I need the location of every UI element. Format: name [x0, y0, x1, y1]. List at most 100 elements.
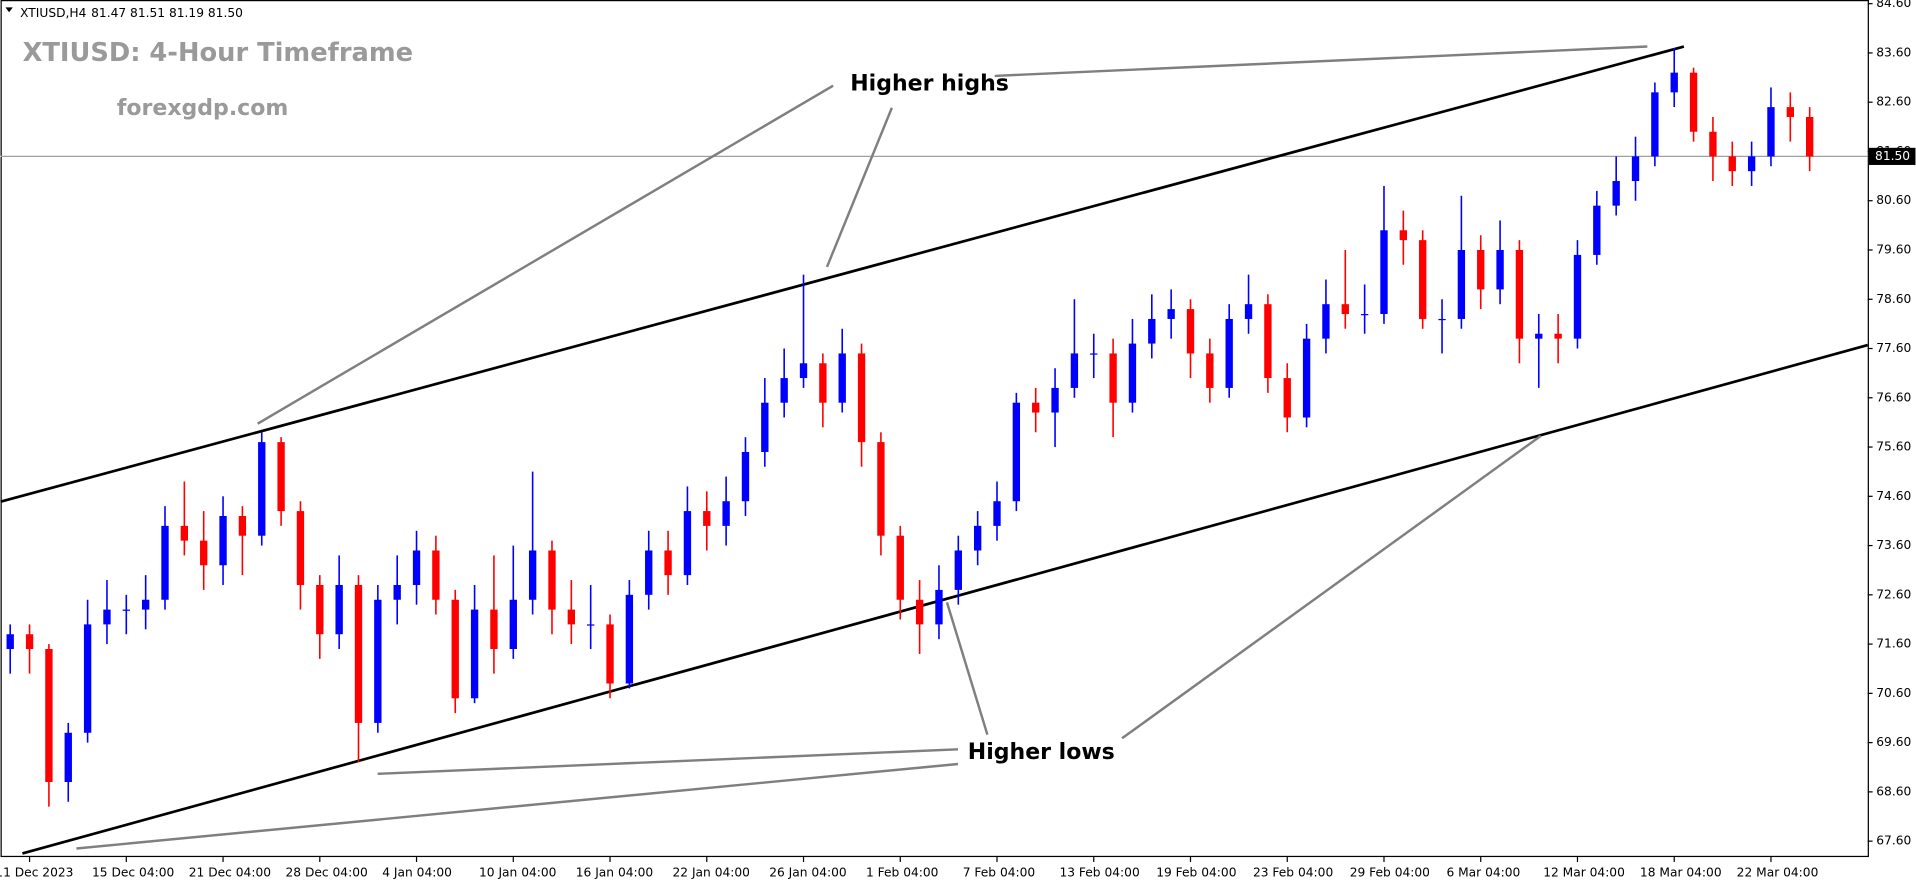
trendline — [0, 45, 1685, 504]
symbol: XTIUSD,H4 — [20, 6, 86, 20]
candle-body — [1457, 249, 1466, 319]
candle-body — [1186, 309, 1195, 354]
candle-body — [722, 501, 730, 526]
y-tick-label: 68.60 — [1876, 784, 1911, 798]
candle-body — [103, 609, 111, 625]
candle-body — [1554, 333, 1562, 339]
candle-body — [1419, 240, 1427, 319]
chart-subtitle: forexgdp.com — [117, 96, 288, 121]
x-tick-label: 6 Mar 04:00 — [1446, 865, 1520, 879]
x-tick-label: 29 Feb 04:00 — [1350, 865, 1430, 879]
candle-body — [1593, 205, 1601, 255]
candle-body — [25, 634, 34, 650]
trendline — [22, 343, 1869, 855]
candle-body — [1322, 304, 1330, 339]
y-tick-label: 75.60 — [1876, 440, 1911, 454]
y-tick-label: 76.60 — [1876, 390, 1911, 404]
candle-body — [567, 609, 576, 625]
quote: 81.47 81.51 81.19 81.50 — [91, 6, 243, 20]
candle-body — [412, 550, 421, 585]
annotation-pointers — [76, 45, 1648, 850]
candle-body — [528, 550, 537, 600]
candle-body — [780, 378, 788, 403]
candle-body — [606, 624, 614, 684]
candle-body — [1728, 156, 1736, 172]
y-tick-label: 77.60 — [1876, 341, 1911, 355]
candle-body — [664, 550, 672, 576]
candle-body — [1070, 353, 1079, 388]
y-tick-label: 71.60 — [1876, 637, 1911, 651]
candle-body — [1670, 72, 1678, 93]
annotation: Higher highs — [850, 72, 1009, 97]
x-tick-label: 22 Jan 04:00 — [672, 865, 749, 879]
menu-arrow — [5, 7, 13, 13]
y-tick-label: 69.60 — [1876, 735, 1911, 749]
candle-body — [374, 599, 382, 723]
candle-body — [1689, 72, 1698, 132]
candle-body — [258, 442, 266, 536]
pointer — [945, 602, 989, 735]
x-tick-label: 7 Feb 04:00 — [963, 865, 1035, 879]
candle-body — [451, 599, 459, 699]
x-tick-label: 19 Feb 04:00 — [1156, 865, 1236, 879]
candle-body — [1244, 304, 1253, 319]
x-tick-label: 10 Jan 04:00 — [479, 865, 556, 879]
candle-body — [1515, 249, 1524, 339]
x-tick-label: 16 Jan 04:00 — [576, 865, 653, 879]
candle-body — [219, 516, 227, 566]
candle-body — [141, 599, 150, 610]
candle-body — [1032, 402, 1040, 413]
candle-body — [1709, 131, 1717, 157]
y-tick-label: 73.60 — [1876, 538, 1911, 552]
y-tick-label: 80.60 — [1876, 193, 1911, 207]
x-tick-label: 4 Jan 04:00 — [382, 865, 452, 879]
candle-body — [548, 550, 556, 610]
x-tick-label: 21 Dec 04:00 — [189, 865, 271, 879]
x-tick-label: 26 Jan 04:00 — [769, 865, 846, 879]
y-tick-label: 82.60 — [1876, 95, 1911, 109]
candle-body — [1148, 318, 1156, 344]
y-tick-label: 70.60 — [1876, 686, 1911, 700]
candle-body — [83, 624, 92, 733]
candle-body — [1612, 181, 1620, 206]
pointer — [994, 45, 1648, 78]
candle-body — [335, 584, 343, 635]
candle-body — [587, 624, 595, 626]
chart-title: XTIUSD: 4-Hour Timeframe — [23, 38, 413, 68]
y-tick-label: 84.60 — [1876, 0, 1911, 10]
candle-body — [1341, 304, 1349, 315]
candle-body — [935, 589, 943, 625]
candle-body — [1128, 343, 1137, 403]
y-tick-label: 79.60 — [1876, 242, 1911, 256]
candle-body — [1651, 92, 1659, 157]
annotation: Higher lows — [968, 740, 1115, 765]
candle-body — [838, 353, 846, 403]
y-tick-label: 74.60 — [1876, 489, 1911, 503]
candle-body — [1206, 353, 1214, 388]
candle-body — [1090, 353, 1098, 355]
candle-body — [1573, 254, 1582, 339]
candle-body — [1167, 309, 1175, 319]
x-tick-label: 1 Feb 04:00 — [866, 865, 938, 879]
candle-body — [6, 634, 14, 650]
candle-body — [857, 353, 866, 443]
price-tag-label: 81.50 — [1875, 149, 1910, 163]
pointer — [377, 748, 959, 776]
candle-body — [1631, 156, 1640, 182]
price-tag — [1868, 147, 1916, 165]
candle-body — [761, 402, 769, 452]
y-tick-label: 67.60 — [1876, 834, 1911, 848]
candle-body — [393, 584, 401, 600]
candle-body — [1225, 318, 1233, 388]
x-tick-label: 13 Feb 04:00 — [1059, 865, 1139, 879]
candle-body — [1109, 353, 1117, 403]
candle-body — [896, 535, 904, 600]
candle-body — [1496, 249, 1504, 290]
candle-body — [1786, 107, 1794, 117]
candle-body — [1535, 333, 1543, 339]
x-tick-label: 18 Mar 04:00 — [1640, 865, 1722, 879]
candle-body — [1302, 338, 1311, 418]
candle-body — [1051, 387, 1059, 413]
